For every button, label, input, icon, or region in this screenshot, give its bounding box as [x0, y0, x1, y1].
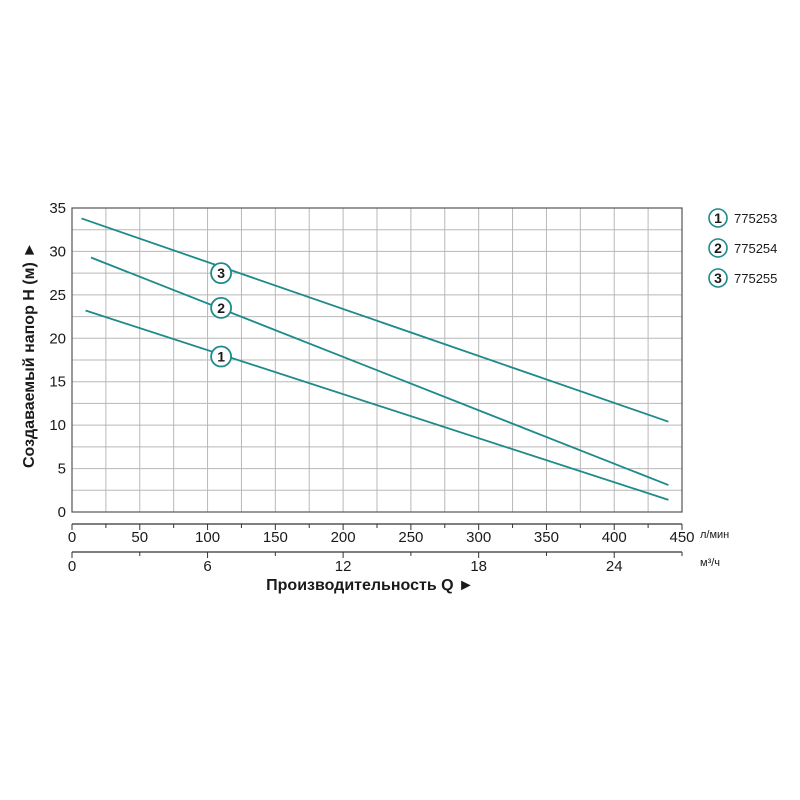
axes [71, 523, 683, 558]
x2-tick-label: 18 [470, 558, 487, 575]
y-tick-label: 35 [49, 200, 66, 217]
series-marker-label: 3 [217, 265, 225, 281]
y-axis-title: Создаваемый напор H (м) ► [21, 242, 38, 468]
x-tick-label: 450 [669, 529, 694, 546]
legend-entry-1: 775253 [734, 211, 777, 226]
series-marker-2 [210, 296, 233, 319]
y-tick-label: 10 [49, 417, 66, 434]
x-tick-label: 150 [263, 529, 288, 546]
legend-marker-2 [708, 238, 728, 258]
y-tick-label: 5 [58, 461, 66, 478]
series-line-1 [85, 309, 669, 501]
x2-tick-labels: 0 6 12 18 24 [68, 558, 623, 575]
legend-marker-1 [708, 208, 728, 228]
x2-tick-label: 12 [335, 558, 352, 575]
x-tick-label: 250 [398, 529, 423, 546]
legend-marker-3 [708, 268, 728, 288]
legend-marker-label: 1 [714, 210, 722, 226]
x-tick-labels: 0 50 100 150 200 250 300 350 400 450 [68, 529, 695, 546]
series-line-3 [81, 217, 669, 423]
plot-frame [71, 207, 683, 513]
x2-tick-label: 0 [68, 558, 76, 575]
x-tick-label: 400 [602, 529, 627, 546]
series-marker-label: 1 [217, 349, 225, 365]
x-tick-label: 200 [331, 529, 356, 546]
x-tick-label: 300 [466, 529, 491, 546]
y-tick-labels: 0 5 10 15 20 25 30 35 [49, 200, 66, 521]
y-tick-label: 30 [49, 243, 66, 260]
series-markers: 1 2 3 [210, 262, 233, 368]
x-tick-label: 350 [534, 529, 559, 546]
series-marker-label: 2 [217, 300, 225, 316]
x-tick-label: 50 [131, 529, 148, 546]
y-tick-label: 25 [49, 287, 66, 304]
y-tick-label: 15 [49, 374, 66, 391]
series-marker-1 [210, 345, 233, 368]
legend-marker-label: 2 [714, 240, 722, 256]
grid [71, 207, 683, 513]
x-axis-title: Производительность Q ► [266, 577, 474, 594]
series-line-2 [90, 256, 669, 486]
x2-tick-label: 6 [203, 558, 211, 575]
x-unit-secondary: м³/ч [700, 557, 720, 569]
x2-tick-label: 24 [606, 558, 623, 575]
x-unit-primary: л/мин [700, 529, 729, 541]
legend-marker-label: 3 [714, 270, 722, 286]
legend: 1 775253 2 775254 3 775255 [708, 208, 777, 288]
legend-entry-2: 775254 [734, 241, 777, 256]
series-marker-3 [210, 262, 233, 285]
x-tick-label: 0 [68, 529, 76, 546]
series-lines [81, 217, 669, 501]
y-tick-label: 20 [49, 330, 66, 347]
x-tick-label: 100 [195, 529, 220, 546]
y-tick-label: 0 [58, 504, 66, 521]
legend-entry-3: 775255 [734, 271, 777, 286]
